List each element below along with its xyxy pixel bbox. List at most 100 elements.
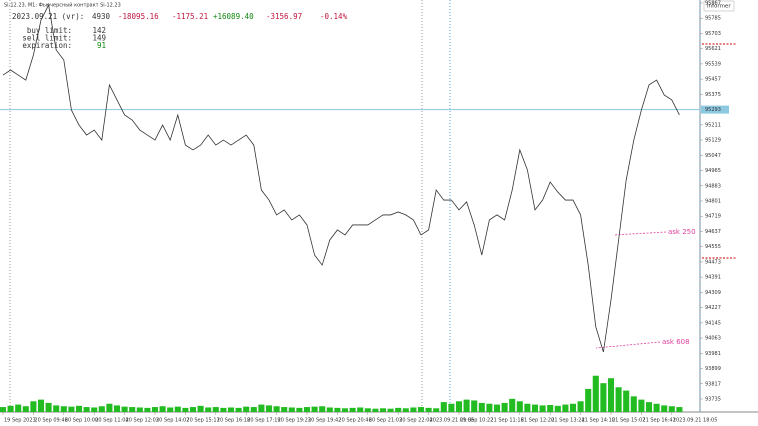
volume-bar — [98, 406, 105, 412]
info-value: +16089.40 — [213, 12, 254, 21]
x-tick-label: 21 Sep 14:10 — [582, 418, 615, 424]
buy-limit-label: buy limit: — [27, 26, 72, 35]
volume-bar — [463, 399, 470, 412]
sell-limit-label: sell limit: — [22, 34, 72, 43]
volume-bar — [417, 407, 425, 412]
volume-bar — [45, 402, 52, 412]
annotation-arrow — [613, 231, 667, 236]
volume-bar — [592, 375, 599, 412]
volume-bar — [121, 406, 128, 412]
chart-title: Si-12.23, M1: Фьючерсный контракт Si-12.… — [4, 2, 121, 9]
sell-limit-value: 149 — [92, 34, 106, 43]
volume-bar — [83, 407, 90, 412]
volume-bar — [668, 406, 675, 412]
x-tick-label: 20 Sep 12:03 — [126, 418, 159, 424]
volume-bar — [250, 407, 257, 412]
volume-bar — [554, 405, 561, 412]
volume-bar — [37, 399, 45, 412]
info-value: -18095.16 — [118, 12, 159, 21]
volume-bar — [258, 404, 265, 412]
y-tick-label: 95703 — [705, 31, 721, 37]
volume-bar — [30, 401, 37, 412]
volume-bar — [653, 403, 660, 412]
x-tick-label: 20 Sep 19:23 — [278, 418, 311, 424]
volume-bar — [395, 407, 402, 412]
y-tick-label: 95211 — [705, 122, 721, 128]
info-value: -0.14% — [320, 12, 348, 21]
x-tick-label: 20 Sep 16:18 — [217, 418, 250, 424]
volume-bar — [212, 407, 219, 412]
volume-bar — [235, 407, 242, 412]
volume-bar — [243, 406, 250, 412]
x-tick-label: 20 Sep 21:03 — [369, 418, 402, 424]
volume-bar — [349, 407, 356, 412]
volume-bar — [501, 402, 508, 412]
volume-bar — [577, 401, 584, 412]
volume-bar — [638, 399, 645, 412]
volume-bar — [303, 407, 311, 412]
y-tick-label: 93735 — [705, 396, 721, 402]
expiration-value: 91 — [97, 41, 106, 50]
volume-bar — [144, 407, 151, 412]
volume-bar — [372, 408, 379, 412]
y-tick-label: 95785 — [705, 16, 721, 22]
informer-box[interactable] — [703, 0, 735, 12]
volume-bar — [182, 407, 189, 412]
y-tick-label: 95375 — [705, 92, 721, 98]
x-tick-label: 21 Sep 11:16 — [490, 418, 523, 424]
y-tick-label: 94145 — [705, 320, 721, 326]
volume-bar — [509, 398, 516, 412]
y-tick-label: 94473 — [705, 259, 721, 265]
annotation: ask 250 — [668, 228, 696, 236]
volume-bar — [22, 406, 29, 412]
volume-bar — [189, 407, 197, 412]
volume-bar — [410, 407, 417, 412]
volume-bar — [265, 405, 273, 412]
volume-bar — [91, 407, 98, 412]
volume-bar — [364, 408, 371, 412]
x-tick-label: 20 Sep 15:11 — [186, 418, 219, 424]
volume-bar — [174, 406, 181, 412]
bid-label: 95293 — [705, 107, 721, 113]
volume-bar — [136, 407, 143, 412]
x-tick-label: 2023.09.21 18:05 — [673, 418, 718, 424]
x-tick-label: 20 Sep 19:42 — [308, 418, 341, 424]
x-tick-label: 19 Sep 2023 — [4, 418, 36, 424]
volume-bar — [0, 407, 7, 412]
volume-bar — [296, 407, 303, 412]
y-tick-label: 94965 — [705, 168, 721, 174]
volume-bar — [623, 390, 630, 412]
volume-bar — [68, 406, 75, 412]
informer-label[interactable]: Informer — [707, 4, 731, 10]
y-tick-label: 95129 — [705, 138, 721, 144]
info-panel: 2023.09.21 (vr): 4930 -18095.16 -1175.21… — [12, 12, 348, 50]
volume-bar — [197, 405, 204, 412]
volume-bar — [129, 407, 136, 412]
info-date: 2023.09.21 (vr): — [12, 12, 84, 21]
volume-bar — [585, 388, 592, 412]
y-tick-label: 94883 — [705, 183, 721, 189]
volume-bar — [486, 403, 493, 412]
volume-bar — [562, 404, 569, 412]
volume-bar — [113, 405, 121, 412]
y-tick-label: 94063 — [705, 336, 721, 342]
x-tick-label: 21 Sep 15:07 — [612, 418, 645, 424]
y-tick-label: 95867 — [705, 0, 721, 6]
y-tick-label: 93817 — [705, 381, 721, 387]
volume-bar — [326, 407, 333, 412]
volume-bar — [630, 396, 637, 412]
volume-bar — [60, 406, 67, 412]
volume-bar — [379, 408, 387, 412]
volume-bar — [607, 378, 615, 412]
annotation-arrow — [595, 341, 661, 349]
volume-bar — [288, 407, 295, 412]
y-tick-label: 93981 — [705, 351, 721, 357]
volume-bar — [106, 403, 113, 412]
x-tick-label: 20 Sep 11:04 — [95, 418, 128, 424]
volume-bar — [402, 408, 409, 412]
volume-bar — [676, 407, 683, 412]
x-tick-label: 20 Sep 14:07 — [156, 418, 189, 424]
volume-bar — [440, 402, 447, 412]
y-tick-label: 95047 — [705, 153, 721, 159]
